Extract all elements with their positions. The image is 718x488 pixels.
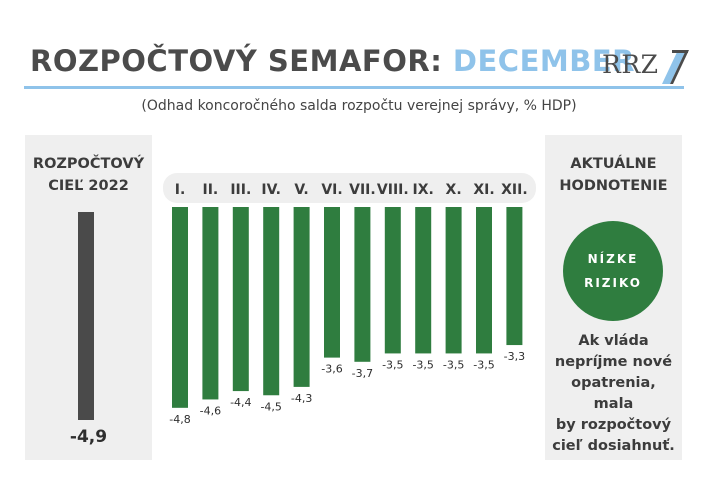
risk-line1: NÍZKE (587, 252, 639, 266)
target-panel: ROZPOČTOVÝ CIEĽ 2022 -4,9 (25, 135, 152, 460)
risk-indicator: NÍZKE RIZIKO (563, 221, 663, 321)
target-bar (78, 212, 94, 420)
target-title-line1: ROZPOČTOVÝ (32, 156, 145, 172)
month-label: VIII. (377, 182, 409, 198)
bar-12 (506, 207, 523, 346)
bar-8 (384, 207, 401, 354)
bar-6 (324, 207, 340, 358)
assessment-line: nepríjme nové (554, 354, 673, 370)
value-label: -4,6 (200, 404, 221, 417)
assessment-text: Ak vláda nepríjme nové opatrenia, mala b… (551, 331, 676, 457)
value-label: -3,3 (504, 350, 525, 363)
bar-2 (202, 207, 219, 400)
month-label: I. (175, 182, 186, 198)
month-label: XII. (501, 182, 528, 198)
month-label: II. (203, 182, 219, 198)
rrz-logo: RRZ (600, 44, 690, 90)
month-label: IV. (261, 182, 281, 198)
title-underline (24, 86, 684, 89)
month-label: VI. (321, 182, 342, 198)
month-label: III. (230, 182, 251, 198)
logo-mark-icon (662, 50, 689, 84)
title-month: DECEMBER (452, 44, 635, 78)
value-label: -3,6 (321, 363, 342, 376)
assessment-title: AKTUÁLNE HODNOTENIE (545, 153, 682, 197)
value-label: -3,5 (412, 358, 433, 371)
logo-text: RRZ (602, 50, 659, 79)
bar-1 (172, 207, 188, 408)
value-label: -4,4 (230, 396, 251, 409)
value-label: -3,5 (443, 358, 464, 371)
bar-5 (293, 207, 310, 387)
assessment-panel: AKTUÁLNE HODNOTENIE NÍZKE RIZIKO Ak vlád… (545, 135, 682, 460)
value-label: -4,8 (169, 413, 190, 426)
assessment-line: by rozpočtový (555, 417, 672, 433)
month-label: IX. (413, 182, 434, 198)
months-band (163, 173, 536, 203)
page-title: ROZPOČTOVÝ SEMAFOR: DECEMBER (30, 44, 635, 78)
bar-11 (476, 207, 492, 354)
value-label: -3,5 (473, 358, 494, 371)
month-label: XI. (473, 182, 494, 198)
subtitle: (Odhad koncoročného salda rozpočtu verej… (141, 98, 577, 114)
target-value: -4,9 (69, 427, 108, 447)
bar-3 (232, 207, 249, 392)
bar-10 (445, 207, 462, 354)
month-label: V. (294, 182, 308, 198)
assessment-line: cieľ dosiahnuť. (552, 438, 675, 454)
bar-4 (263, 207, 280, 396)
value-label: -3,5 (382, 358, 403, 371)
bar-7 (354, 207, 371, 362)
value-label: -4,3 (291, 392, 312, 405)
risk-line2: RIZIKO (584, 276, 642, 290)
month-label: X. (446, 182, 462, 198)
month-label: VII. (349, 182, 376, 198)
value-label: -4,5 (260, 400, 281, 413)
title-main: ROZPOČTOVÝ SEMAFOR: (30, 44, 443, 78)
value-label: -3,7 (352, 367, 373, 380)
assessment-title-line2: HODNOTENIE (559, 178, 668, 194)
target-title: ROZPOČTOVÝ CIEĽ 2022 (25, 153, 152, 197)
bar-9 (415, 207, 432, 354)
assessment-title-line1: AKTUÁLNE (570, 156, 657, 172)
assessment-line: Ak vláda (578, 333, 649, 349)
target-title-line2: CIEĽ 2022 (48, 178, 129, 194)
assessment-line: opatrenia, mala (571, 375, 656, 412)
